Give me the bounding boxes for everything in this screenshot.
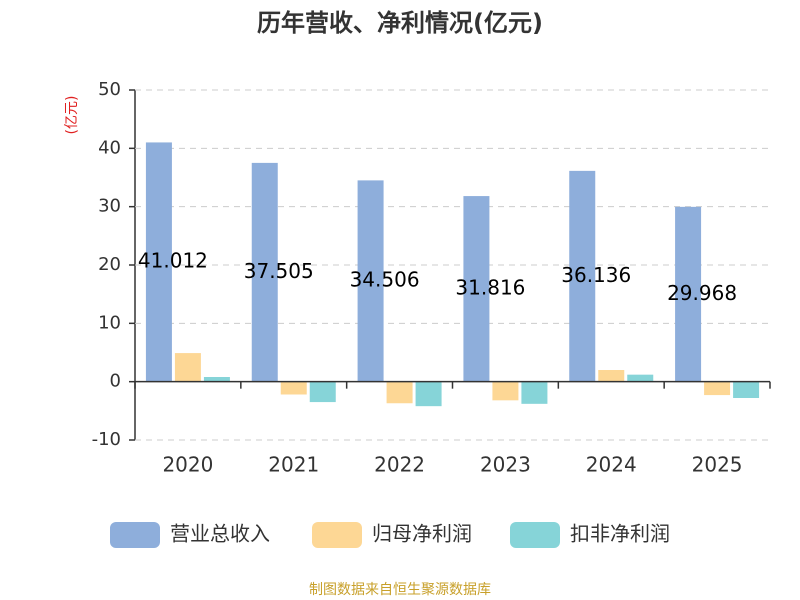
source-note: 制图数据来自恒生聚源数据库 bbox=[309, 582, 491, 598]
bar bbox=[733, 381, 760, 398]
x-tick-label: 2023 bbox=[480, 453, 531, 477]
x-tick-label: 2024 bbox=[586, 453, 637, 477]
y-tick-label: 10 bbox=[98, 312, 121, 333]
bar bbox=[492, 381, 519, 401]
bar bbox=[463, 196, 490, 382]
value-label: 41.012 bbox=[138, 249, 208, 273]
y-tick-label: 30 bbox=[98, 196, 121, 217]
y-tick-label: 0 bbox=[110, 371, 121, 392]
y-axis-label: (亿元) bbox=[64, 96, 80, 135]
bar bbox=[521, 381, 548, 404]
bar bbox=[280, 381, 307, 395]
bar bbox=[386, 381, 413, 404]
bar bbox=[627, 374, 654, 382]
bar bbox=[251, 162, 278, 382]
y-tick-label: 20 bbox=[98, 254, 121, 275]
y-tick-label: 50 bbox=[98, 79, 121, 100]
y-tick-label: -10 bbox=[92, 429, 121, 450]
chart-title: 历年营收、净利情况(亿元) bbox=[257, 9, 543, 37]
value-label: 29.968 bbox=[667, 281, 737, 305]
bar bbox=[569, 170, 596, 382]
value-label: 34.506 bbox=[350, 268, 420, 292]
legend-label: 归母净利润 bbox=[372, 522, 472, 546]
legend-label: 营业总收入 bbox=[170, 522, 270, 546]
bar bbox=[598, 370, 625, 382]
value-label: 36.136 bbox=[561, 263, 631, 287]
bar bbox=[675, 206, 702, 382]
bar bbox=[203, 377, 230, 382]
x-tick-label: 2022 bbox=[374, 453, 425, 477]
legend-swatch bbox=[510, 522, 560, 548]
bar bbox=[174, 353, 201, 382]
bar bbox=[704, 381, 731, 396]
x-tick-label: 2020 bbox=[162, 453, 213, 477]
value-label: 31.816 bbox=[455, 275, 525, 299]
legend-swatch bbox=[312, 522, 362, 548]
bar bbox=[415, 381, 442, 407]
legend-swatch bbox=[110, 522, 160, 548]
bar bbox=[145, 142, 172, 382]
legend-label: 扣非净利润 bbox=[570, 522, 670, 546]
value-label: 37.505 bbox=[244, 259, 314, 283]
x-tick-label: 2025 bbox=[692, 453, 743, 477]
x-tick-label: 2021 bbox=[268, 453, 319, 477]
bar bbox=[309, 381, 336, 403]
bar bbox=[357, 180, 384, 382]
y-tick-label: 40 bbox=[98, 137, 121, 158]
